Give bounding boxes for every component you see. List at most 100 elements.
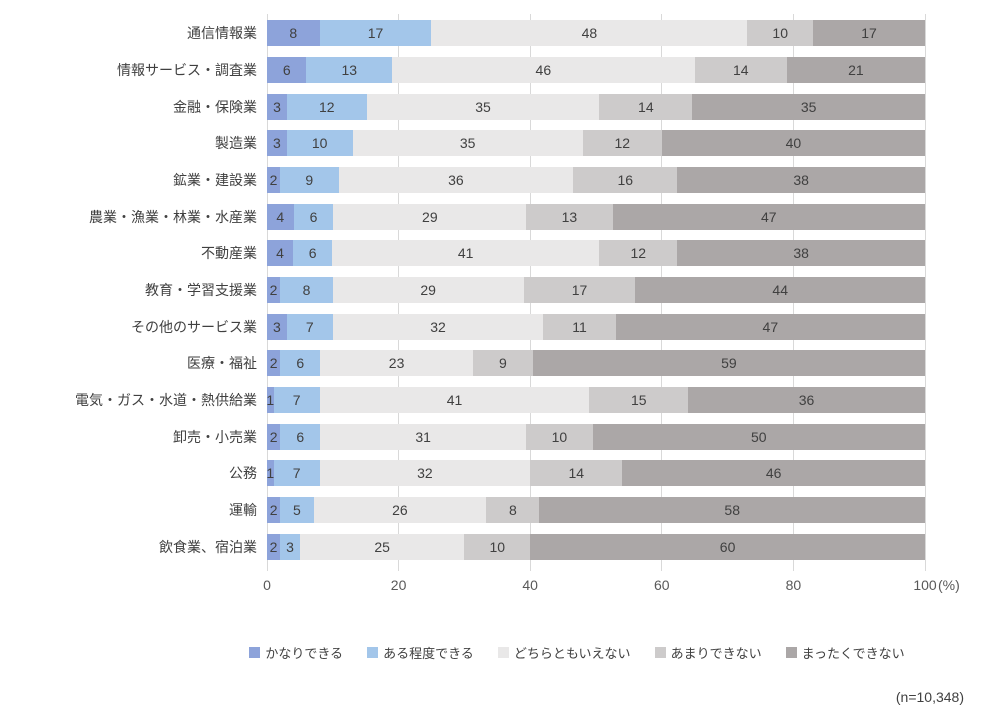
bar-segment-5: 44 [635, 277, 925, 304]
data-label: 35 [459, 135, 476, 152]
data-label: 8 [302, 282, 311, 299]
bar-row: 運輸 2 5 26 8 58 [0, 492, 925, 529]
bar-track: 4 6 41 12 38 [267, 240, 925, 267]
bar-row: 電気・ガス・水道・熱供給業 1 7 41 15 36 [0, 382, 925, 419]
data-label: 3 [273, 98, 281, 115]
bar-segment-2: 12 [286, 93, 367, 120]
data-label: 48 [581, 25, 598, 42]
bar-row: 農業・漁業・林業・水産業 4 6 29 13 47 [0, 198, 925, 235]
bar-segment-3: 29 [332, 277, 524, 304]
bar-segment-5: 50 [592, 423, 925, 450]
data-label: 17 [367, 25, 384, 42]
bar-segment-1: 1 [266, 460, 274, 487]
bar-track: 1 7 41 15 36 [266, 387, 925, 414]
bar-track: 3 10 35 12 40 [267, 130, 925, 157]
bar-segment-4: 14 [599, 93, 693, 120]
bar-segment-1: 1 [266, 387, 274, 414]
bar-segment-4: 15 [589, 387, 689, 414]
sample-size-note: (n=10,348) [895, 689, 964, 705]
data-label: 7 [292, 392, 301, 409]
data-label: 2 [269, 538, 278, 555]
bar-segment-4: 10 [464, 533, 531, 560]
bar-row: 教育・学習支援業 2 8 29 17 44 [0, 272, 925, 309]
legend-label: どちらともいえない [513, 646, 631, 661]
data-label: 11 [572, 318, 587, 335]
x-tick-label: 20 [390, 577, 407, 593]
bar-segment-4: 9 [473, 350, 533, 377]
bar-segment-3: 29 [333, 203, 527, 230]
data-label: 32 [417, 465, 433, 482]
data-label: 14 [568, 465, 585, 482]
data-label: 3 [272, 135, 281, 152]
bar-row: 鉱業・建設業 2 9 36 16 38 [0, 162, 925, 199]
bar-segment-5: 21 [786, 57, 925, 83]
x-tick-label: 80 [785, 577, 802, 593]
data-label: 46 [535, 62, 552, 78]
bar-segment-1: 8 [267, 20, 320, 47]
data-label: 50 [751, 428, 767, 445]
data-label: 60 [719, 538, 736, 555]
bar-segment-3: 35 [366, 93, 600, 120]
data-label: 44 [772, 282, 788, 299]
data-label: 13 [341, 62, 358, 78]
bar-segment-1: 4 [267, 240, 294, 267]
data-label: 3 [272, 318, 281, 335]
data-label: 10 [551, 428, 568, 445]
bar-track: 3 7 32 11 47 [267, 313, 925, 340]
bar-track: 2 6 31 10 50 [267, 423, 925, 450]
bar-segment-4: 12 [599, 240, 678, 267]
bar-row: その他のサービス業 3 7 32 11 47 [0, 308, 925, 345]
bar-row: 卸売・小売業 2 6 31 10 50 [0, 418, 925, 455]
bar-segment-1: 3 [267, 130, 287, 157]
bar-rows: 通信情報業 8 17 48 10 17 情報サービス・調査業 6 13 46 14 21 金融・保険業 3… [0, 15, 925, 565]
data-label: 59 [721, 355, 737, 372]
data-label: 40 [785, 135, 802, 152]
bar-segment-3: 23 [320, 350, 474, 377]
category-label: 卸売・小売業 [173, 428, 257, 445]
bar-row: 製造業 3 10 35 12 40 [0, 125, 925, 162]
bar-segment-4: 11 [543, 313, 616, 340]
bar-segment-5: 17 [813, 20, 925, 47]
data-label: 47 [762, 318, 779, 335]
bar-segment-2: 3 [280, 533, 300, 560]
bar-segment-1: 4 [267, 203, 294, 230]
bar-row: 通信情報業 8 17 48 10 17 [0, 15, 925, 52]
data-label: 29 [422, 208, 438, 225]
data-label: 32 [430, 318, 446, 335]
bar-segment-4: 10 [526, 423, 593, 450]
bar-segment-4: 13 [526, 203, 613, 230]
bar-segment-2: 6 [280, 423, 321, 450]
bar-track: 2 6 23 9 59 [267, 350, 925, 377]
data-label: 6 [296, 428, 305, 445]
category-label: 医療・福祉 [187, 355, 257, 372]
data-label: 4 [276, 208, 285, 225]
bar-track: 4 6 29 13 47 [267, 203, 925, 230]
category-label: 鉱業・建設業 [173, 172, 257, 189]
data-label: 3 [286, 538, 294, 555]
data-label: 15 [630, 392, 647, 409]
x-tick-label: 40 [522, 577, 538, 593]
bar-segment-2: 6 [293, 203, 334, 230]
legend-label: あまりできない [670, 646, 762, 661]
bar-row: 飲食業、宿泊業 2 3 25 10 60 [0, 528, 925, 565]
legend-item: まったくできない [785, 643, 905, 662]
legend-item: あまりできない [654, 643, 762, 662]
x-tick-label: 0 [263, 577, 271, 593]
category-label: 公務 [229, 465, 257, 482]
data-label: 35 [475, 98, 491, 115]
bar-segment-4: 14 [530, 460, 623, 487]
bar-segment-5: 47 [612, 203, 925, 230]
data-label: 12 [630, 245, 647, 262]
x-axis: (%) 0 20 40 60 80 100 [263, 577, 960, 595]
bar-segment-2: 6 [293, 240, 333, 267]
bar-segment-3: 25 [299, 533, 465, 560]
bar-segment-2: 9 [280, 167, 339, 194]
data-label: 41 [446, 392, 463, 409]
data-label: 29 [420, 282, 436, 299]
bar-segment-3: 41 [332, 240, 600, 267]
data-label: 7 [292, 465, 301, 482]
bar-segment-2: 7 [286, 313, 333, 340]
bar-track: 6 13 46 14 21 [267, 57, 925, 83]
data-label: 36 [798, 392, 815, 409]
data-label: 7 [305, 318, 314, 335]
